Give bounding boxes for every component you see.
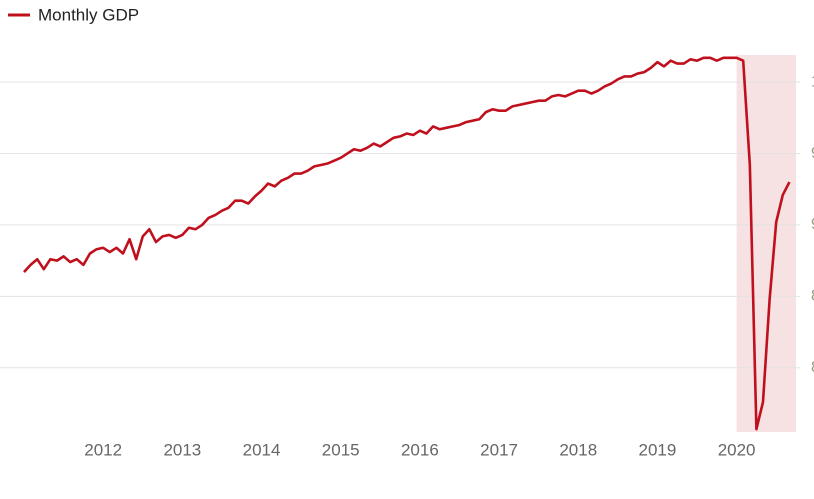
x-tick-label: 2020 [718, 440, 756, 459]
legend: Monthly GDP [8, 5, 139, 24]
x-tick-label: 2016 [401, 440, 439, 459]
x-tick-label: 2012 [84, 440, 122, 459]
data-line [23, 56, 791, 431]
y-tick-label: 85 [811, 288, 814, 305]
x-tick-label: 2015 [322, 440, 360, 459]
y-tick-label: 80 [811, 359, 814, 376]
x-tick-label: 2019 [639, 440, 677, 459]
x-tick-label: 2018 [559, 440, 597, 459]
y-tick-label: 90 [811, 216, 814, 233]
legend-label: Monthly GDP [38, 5, 139, 24]
x-tick-label: 2014 [243, 440, 281, 459]
y-tick-label: 95 [811, 145, 814, 162]
x-tick-label: 2013 [163, 440, 201, 459]
x-tick-label: 2017 [480, 440, 518, 459]
y-tick-label: 100 [811, 73, 814, 90]
